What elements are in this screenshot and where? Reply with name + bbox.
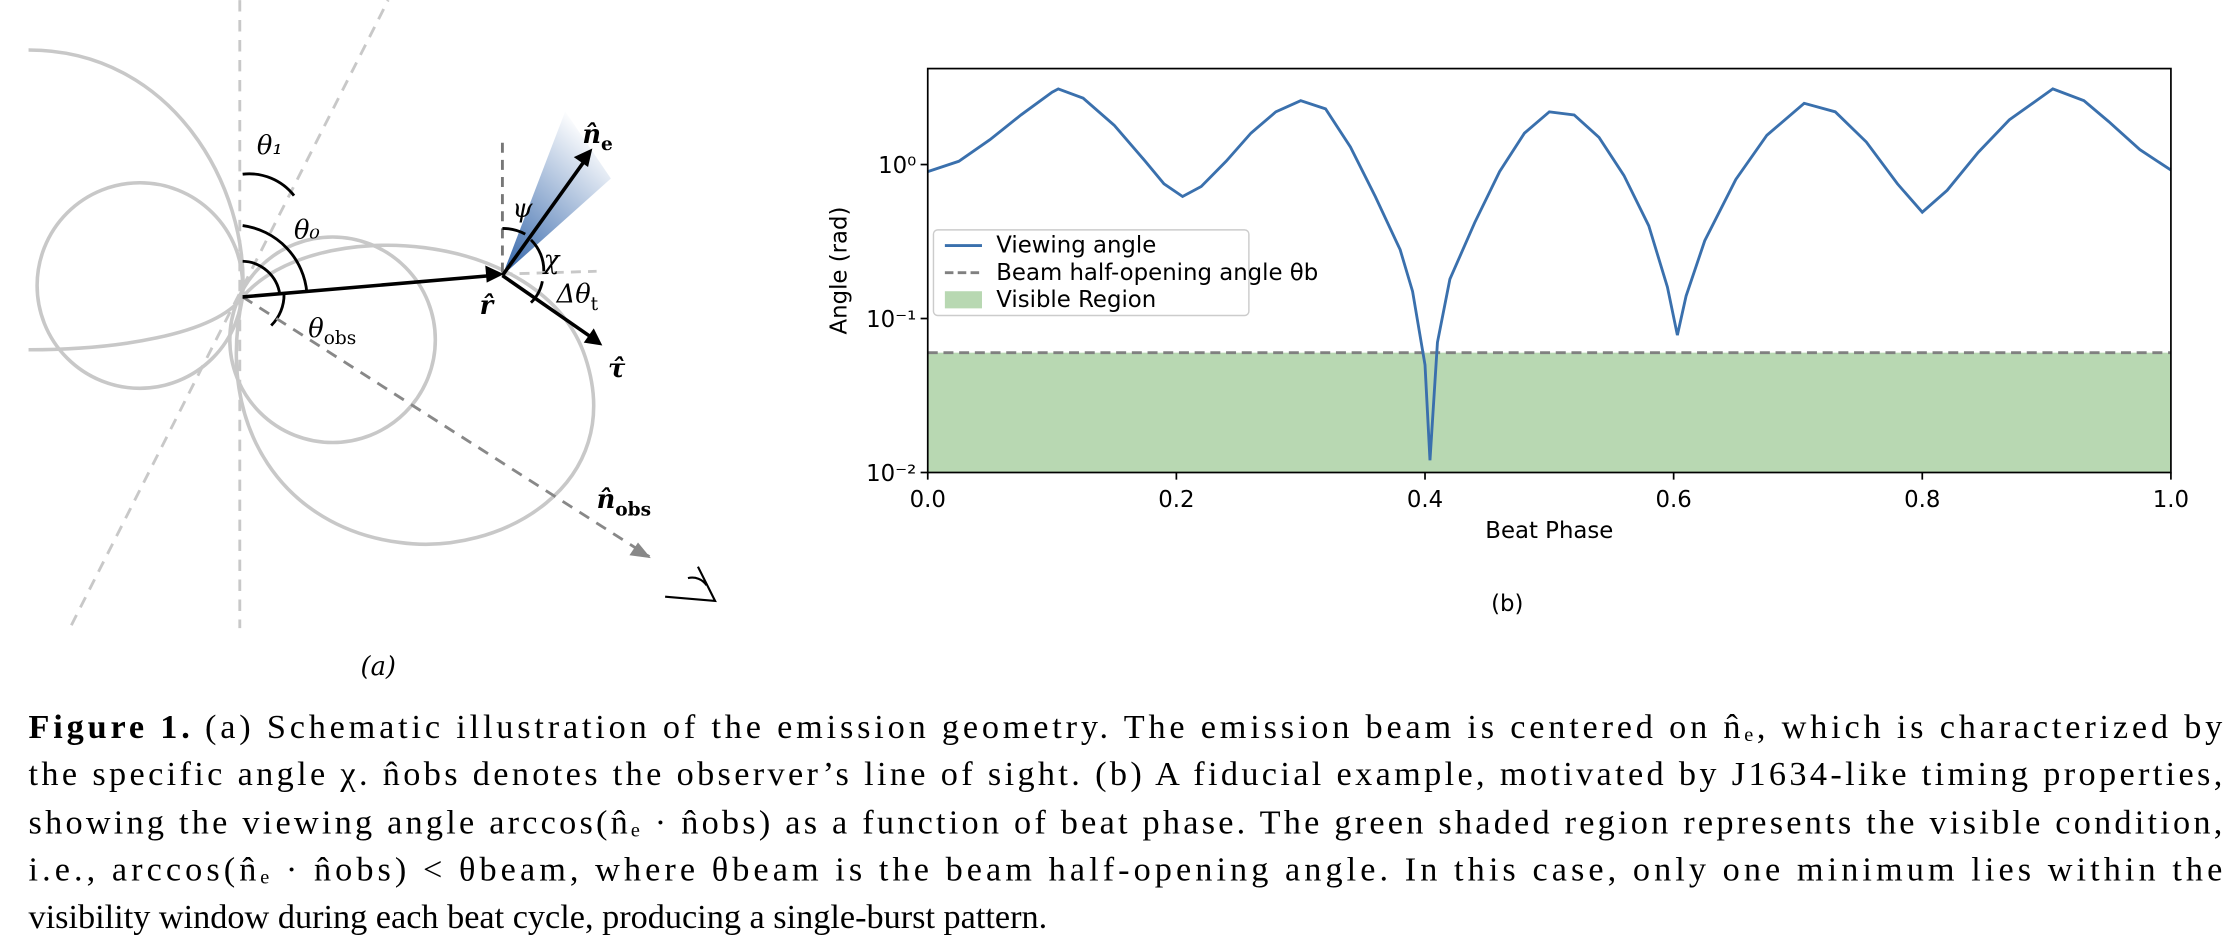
diagram-label: τ̂ [608, 354, 626, 384]
angle-arc [529, 238, 546, 272]
arrowhead [573, 148, 593, 168]
panel-label: (b) [1491, 591, 1523, 617]
caption-text: visibility window during each beat cycle… [29, 898, 1048, 936]
x-tick-label: 0.6 [1655, 487, 1691, 513]
diagram-label: θ₁ [257, 131, 283, 161]
caption-line: Figure 1. (a) Schematic illustration of t… [29, 708, 2223, 746]
caption-line: the specific angle χ. n̂obs denotes the … [29, 755, 2223, 793]
diagram-label: θ₀ [294, 215, 320, 245]
angle-arc [242, 172, 296, 197]
caption-text: (a) Schematic illustration of the emissi… [205, 708, 2222, 746]
panel-label: (a) [361, 652, 396, 682]
axis-line [70, 0, 390, 626]
x-tick-label: 0.0 [910, 487, 946, 513]
field-line [28, 48, 245, 352]
y-tick-label: 10⁻¹ [866, 307, 916, 333]
field-line [228, 235, 438, 445]
y-tick-label: 10⁰ [878, 153, 916, 179]
caption-text: showing the viewing angle arccos(n̂ₑ · n… [29, 804, 2223, 842]
caption-line: i.e., arccos(n̂ₑ · n̂obs) < θbeam, where… [29, 851, 2223, 889]
x-tick-label: 1.0 [2153, 487, 2189, 513]
caption-line: showing the viewing angle arccos(n̂ₑ · n… [29, 804, 2223, 842]
caption-text: the specific angle χ. n̂obs denotes the … [29, 755, 2223, 793]
y-axis-label: Angle (rad) [826, 207, 852, 335]
radius-arrow [242, 273, 493, 299]
angle-arc [242, 224, 309, 293]
tangent-arrow [501, 274, 592, 339]
observer-eye [665, 566, 717, 603]
legend-label: Visible Region [996, 287, 1156, 313]
legend-label: Beam half-opening angle θb [996, 260, 1318, 286]
visible-region [927, 352, 2171, 473]
x-tick-label: 0.2 [1158, 487, 1194, 513]
legend-box [932, 229, 1250, 317]
angle-arc [242, 259, 282, 295]
x-tick-label: 0.8 [1904, 487, 1940, 513]
plot-frame [926, 67, 2172, 474]
angle-arc [529, 280, 544, 304]
diagram-label: r̂ [480, 291, 496, 321]
diagram-label: n̂e [582, 120, 613, 155]
diagram-label: ψ [512, 194, 533, 224]
data-line [927, 87, 2172, 461]
arrowhead [629, 542, 651, 559]
diagram-label: Δθt [556, 280, 599, 315]
schematic: θ₁ θ₀ θobs ψχ Δθt n̂e r̂ τ̂ n̂obs (a) [28, 0, 717, 682]
chart: 0.0 0.2 0.4 0.6 0.8 1.0 10⁻² 10⁻¹ 10⁰ Beat Phase A… [826, 67, 2189, 617]
emission-cone [502, 111, 611, 276]
diagram-label: n̂obs [597, 485, 651, 520]
legend-label: Viewing angle [996, 233, 1156, 259]
diagram-label: χ [542, 245, 561, 275]
arrowhead [485, 265, 504, 283]
caption-line: visibility window during each beat cycle… [29, 898, 1048, 936]
angle-arc [270, 294, 286, 327]
angle-arc [502, 227, 526, 236]
figure-label: Figure 1. [29, 708, 190, 746]
x-axis-label: Beat Phase [1485, 518, 1613, 544]
emission-arrow [500, 158, 587, 277]
caption-text: i.e., arccos(n̂ₑ · n̂obs) < θbeam, where… [29, 851, 2223, 889]
legend-key [944, 291, 982, 309]
arrowhead [583, 328, 603, 346]
x-tick-label: 0.4 [1407, 487, 1443, 513]
y-tick-label: 10⁻² [866, 461, 916, 487]
diagram-label: θobs [308, 314, 356, 349]
field-line [234, 243, 596, 546]
field-line [35, 180, 245, 391]
line-of-sight [241, 295, 651, 558]
